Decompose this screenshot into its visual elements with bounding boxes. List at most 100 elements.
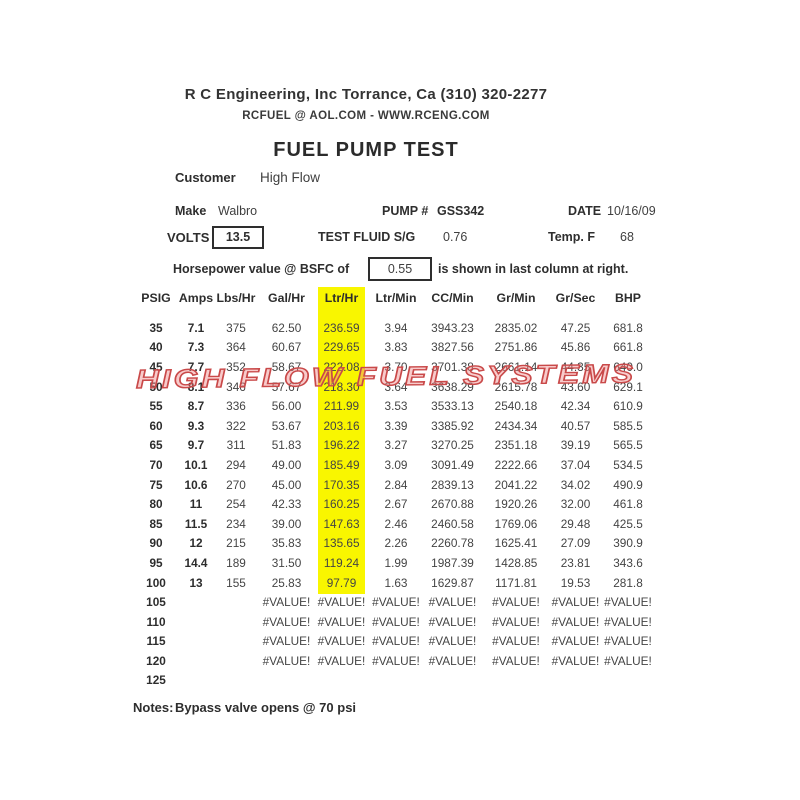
cell-cc-min: 2460.58 (431, 516, 474, 531)
cell-gr-min: 2222.66 (494, 457, 538, 472)
cell-ltr-min: 3.94 (384, 320, 408, 335)
cell-bhp: #VALUE! (604, 595, 652, 610)
test-results-table: 35 7.1 375 62.50 236.59 3.94 3943.23 2835.02 47.… (134, 318, 656, 690)
cell-amps: 10.1 (184, 457, 208, 472)
cell-ltr-hr: 97.79 (326, 575, 357, 590)
cell-gr-min: #VALUE! (492, 653, 540, 668)
cell-ltr-hr: 236.59 (323, 320, 360, 335)
cell-psig: 65 (149, 438, 163, 453)
cell-gr-min: #VALUE! (492, 614, 540, 629)
cell-psig: 45 (149, 359, 163, 374)
cell-gr-min: 2661.14 (494, 359, 538, 374)
cell-ltr-min: #VALUE! (372, 634, 420, 649)
pump-number-value: GSS342 (437, 204, 485, 218)
cell-gr-sec: 47.25 (560, 320, 591, 335)
cell-bhp: 610.9 (613, 399, 643, 414)
cell-cc-min: 1629.87 (431, 575, 474, 590)
cell-cc-min: 3091.49 (431, 457, 474, 472)
cell-psig: 95 (149, 555, 163, 570)
cell-gr-min: #VALUE! (492, 595, 540, 610)
cell-gr-min: 1171.81 (495, 575, 537, 590)
cell-amps: 7.7 (187, 359, 205, 374)
table-row-psig-45: 45 7.7 352 58.67 222.08 3.70 3701.38 2661.14 44.… (134, 357, 656, 377)
page-title: FUEL PUMP TEST (273, 139, 459, 161)
cell-cc-min: #VALUE! (428, 614, 477, 629)
cell-cc-min: #VALUE! (428, 595, 477, 610)
table-row-psig-80: 80 11 254 42.33 160.25 2.67 2670.88 1920.26 32.0… (134, 494, 656, 514)
cell-gal-hr: #VALUE! (262, 653, 311, 668)
cell-gal-hr: 60.67 (271, 340, 302, 355)
cell-gr-min: 2351.18 (494, 438, 538, 453)
test-fluid-sg-value: 0.76 (443, 230, 468, 244)
cell-ltr-min: #VALUE! (372, 614, 420, 629)
temp-value: 68 (620, 230, 634, 244)
cell-gr-sec: 39.19 (560, 438, 591, 453)
cell-amps: 7.1 (187, 320, 205, 335)
cell-gr-sec: 42.34 (560, 399, 591, 414)
cell-ltr-min: 3.27 (384, 438, 408, 453)
cell-ltr-hr: #VALUE! (317, 614, 366, 629)
cell-lbs-hr: 215 (226, 536, 246, 551)
cell-gr-sec: 34.02 (560, 477, 591, 492)
cell-ltr-min: 3.53 (384, 399, 408, 414)
column-header-cc-min: CC/Min (431, 290, 474, 305)
cell-gal-hr: #VALUE! (262, 614, 311, 629)
cell-cc-min: 3385.92 (431, 418, 474, 433)
column-header-ltr-min: Ltr/Min (375, 290, 417, 305)
volts-label: VOLTS (167, 230, 210, 245)
table-row-psig-100: 100 13 155 25.83 97.79 1.63 1629.87 1171.81 19.5… (134, 573, 656, 593)
cell-gr-sec: #VALUE! (551, 614, 600, 629)
cell-psig: 70 (149, 457, 163, 472)
cell-gr-sec: 44.35 (560, 359, 591, 374)
cell-gr-min: 2835.02 (494, 320, 538, 335)
cell-gr-min: 2041.22 (494, 477, 538, 492)
cell-ltr-hr: #VALUE! (317, 634, 366, 649)
bsfc-value-box: 0.55 (368, 257, 432, 281)
cell-cc-min: #VALUE! (428, 653, 477, 668)
cell-gal-hr: 45.00 (271, 477, 302, 492)
cell-psig: 100 (146, 575, 166, 590)
cell-ltr-hr: 211.99 (323, 399, 360, 414)
cell-bhp: 425.5 (613, 516, 643, 531)
temp-label: Temp. F (548, 230, 595, 244)
cell-cc-min: 2839.13 (431, 477, 474, 492)
cell-gr-sec: 23.81 (560, 555, 591, 570)
table-row-psig-125: 125 (134, 671, 656, 691)
cell-ltr-hr: 119.24 (323, 555, 360, 570)
cell-gal-hr: 57.67 (271, 379, 302, 394)
cell-amps: 7.3 (187, 340, 205, 355)
cell-bhp: 681.8 (613, 320, 643, 335)
cell-gr-min: 2434.34 (494, 418, 538, 433)
cell-cc-min: 3827.56 (431, 340, 474, 355)
cell-gr-min: 2615.78 (494, 379, 538, 394)
volts-value-box: 13.5 (212, 226, 264, 249)
cell-gal-hr: 49.00 (271, 457, 302, 472)
cell-ltr-min: 2.46 (384, 516, 408, 531)
table-row-psig-70: 70 10.1 294 49.00 185.49 3.09 3091.49 2222.66 37… (134, 455, 656, 475)
cell-psig: 60 (149, 418, 163, 433)
cell-gr-sec: 37.04 (560, 457, 591, 472)
cell-lbs-hr: 352 (226, 359, 246, 374)
cell-psig: 115 (146, 634, 166, 649)
cell-lbs-hr: 189 (226, 555, 246, 570)
column-header-ltr-hr: Ltr/Hr (324, 290, 359, 305)
cell-cc-min: 3943.23 (431, 320, 474, 335)
cell-amps: 9.7 (187, 438, 205, 453)
cell-ltr-hr: 203.16 (323, 418, 360, 433)
cell-gr-min: 2540.18 (494, 399, 538, 414)
cell-lbs-hr: 336 (226, 399, 246, 414)
cell-gal-hr: 53.67 (271, 418, 302, 433)
table-header-row: PSIG Amps Lbs/Hr Gal/Hr Ltr/Hr Ltr/Min CC/Min G… (134, 288, 656, 308)
cell-gr-sec: #VALUE! (551, 595, 600, 610)
make-label: Make (175, 204, 207, 218)
cell-gal-hr: #VALUE! (262, 595, 311, 610)
cell-gal-hr: 51.83 (271, 438, 302, 453)
cell-lbs-hr: 346 (226, 379, 246, 394)
table-row-psig-120: 120 #VALUE! #VALUE! #VALUE! #VALUE! #VALUE! #V… (134, 651, 656, 671)
test-fluid-label: TEST FLUID S/G (318, 230, 416, 244)
cell-bhp: 585.5 (613, 418, 643, 433)
table-row-psig-115: 115 #VALUE! #VALUE! #VALUE! #VALUE! #VALUE! #V… (134, 632, 656, 652)
column-header-gal-hr: Gal/Hr (268, 290, 305, 305)
cell-gal-hr: 25.83 (271, 575, 302, 590)
cell-bhp: 390.9 (613, 536, 643, 551)
